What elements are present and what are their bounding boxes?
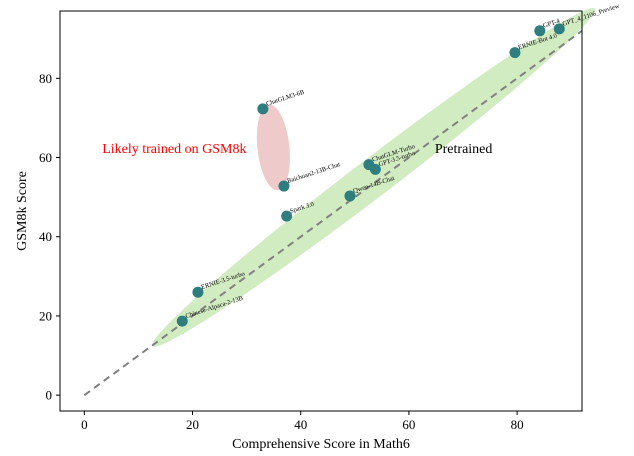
point-label-chatglm3-6b: ChatGLM3-6B bbox=[265, 89, 306, 108]
x-tick-label: 60 bbox=[402, 417, 415, 432]
annotation-likely-trained: Likely trained on GSM8k bbox=[102, 142, 246, 157]
y-tick-label: 60 bbox=[39, 150, 52, 165]
region-pretrained bbox=[152, 7, 596, 347]
point-qwen-14b-chat bbox=[344, 190, 356, 202]
y-tick-label: 20 bbox=[39, 308, 52, 323]
point-spark-3-0 bbox=[281, 210, 293, 222]
point-label-gpt-4-1106-preview: GPT_4_1106_Preview bbox=[562, 3, 621, 28]
y-tick-label: 40 bbox=[39, 229, 52, 244]
plot-area-frame bbox=[59, 10, 583, 412]
highlight-regions bbox=[152, 7, 596, 347]
point-baichuan2-13b-chat bbox=[278, 180, 290, 192]
x-tick-label: 20 bbox=[186, 417, 199, 432]
x-tick-label: 80 bbox=[511, 417, 524, 432]
point-chatglm3-6b bbox=[257, 103, 269, 115]
point-ernie-bot-4-0 bbox=[509, 47, 521, 59]
point-chinese-alpaca-2-13b bbox=[176, 315, 188, 327]
point-gpt-4-1106-preview bbox=[553, 23, 565, 35]
reference-diagonal-line bbox=[83, 29, 583, 396]
point-gpt-3-5-turbo bbox=[369, 163, 381, 175]
point-gpt-4 bbox=[534, 25, 546, 37]
x-axis-title: Comprehensive Score in Math6 bbox=[232, 437, 410, 452]
annotation-pretrained: Pretrained bbox=[435, 142, 493, 157]
region-likely-trained bbox=[256, 104, 290, 191]
x-axis-ticks: 0 20 40 60 80 bbox=[81, 411, 524, 432]
data-points bbox=[176, 23, 565, 327]
x-tick-label: 40 bbox=[294, 417, 307, 432]
y-axis-ticks: 0 20 40 60 80 bbox=[39, 71, 60, 403]
y-tick-label: 80 bbox=[39, 71, 52, 86]
point-ernie-3-5-turbo bbox=[192, 286, 204, 298]
y-tick-label: 0 bbox=[46, 388, 53, 403]
y-axis-title: GSM8k Score bbox=[15, 171, 30, 251]
x-tick-label: 0 bbox=[81, 417, 88, 432]
point-label-baichuan2-13b-chat: Baichuan2-13B-Chat bbox=[286, 161, 341, 185]
